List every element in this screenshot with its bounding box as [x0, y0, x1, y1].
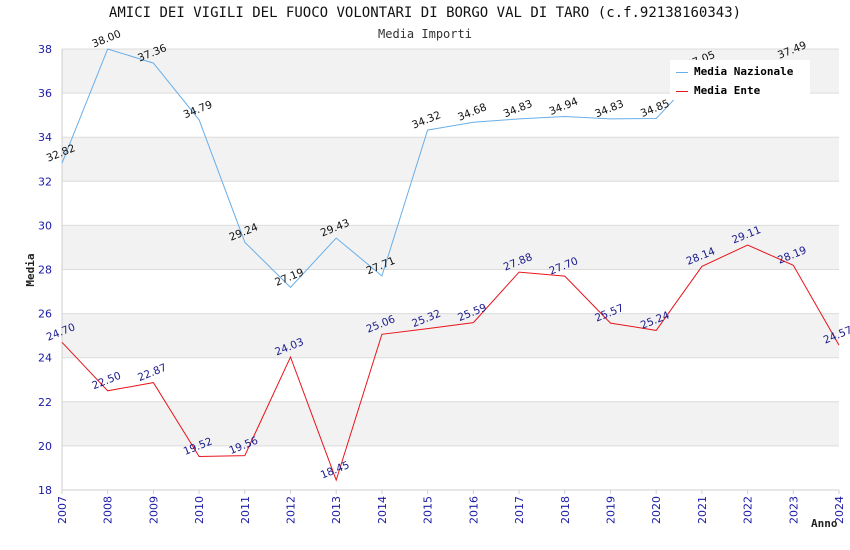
x-tick-label: 2008	[102, 496, 115, 524]
gridlines	[62, 48, 839, 491]
legend: Media Nazionale Media Ente	[670, 60, 810, 100]
grid-band	[62, 401, 839, 446]
grid-band	[62, 137, 839, 182]
x-tick-labels: 2007 2008 2009 2010 2011 2012 2013 2014 2015 2016…	[56, 496, 846, 524]
x-tick-label: 2015	[422, 496, 435, 524]
x-tick-label: 2012	[285, 496, 298, 524]
y-tick-label: 30	[38, 219, 52, 232]
data-label: 34.85	[639, 98, 671, 120]
y-tick-label: 24	[38, 352, 52, 365]
data-label: 38.00	[90, 28, 122, 50]
x-tick-label: 2021	[696, 496, 709, 524]
y-axis-label: Media	[24, 253, 37, 286]
x-tick-label: 2016	[467, 496, 480, 524]
series-lines	[61, 48, 840, 482]
x-tick-label: 2018	[559, 496, 572, 524]
x-axis-label: Anno	[811, 517, 838, 530]
x-tick-label: 2009	[147, 496, 160, 524]
x-tick-label: 2019	[604, 496, 617, 524]
x-tick-label: 2007	[56, 496, 69, 524]
y-tick-label: 22	[38, 396, 52, 409]
data-label: 34.83	[593, 98, 625, 120]
x-tick-label: 2017	[513, 496, 526, 524]
y-tick-label: 34	[38, 131, 52, 144]
grid-bands	[62, 49, 839, 446]
y-tick-label: 32	[38, 175, 52, 188]
data-label: 22.87	[136, 362, 168, 384]
y-tick-label: 28	[38, 264, 52, 277]
x-tick-label: 2013	[330, 496, 343, 524]
x-tick-label: 2020	[650, 496, 663, 524]
y-tick-label: 38	[38, 43, 52, 56]
data-label: 34.83	[502, 98, 534, 120]
axes	[61, 49, 840, 494]
legend-swatch-media-ente	[676, 91, 688, 92]
y-tick-label: 36	[38, 87, 52, 100]
y-tick-labels: 18 20 22 24 26 28 30 32 34 36 38	[38, 43, 52, 497]
grid-band	[62, 225, 839, 270]
x-tick-label: 2014	[376, 496, 389, 524]
series-line-media-nazionale	[61, 48, 703, 289]
y-tick-label: 20	[38, 440, 52, 453]
legend-label-media-nazionale: Media Nazionale	[694, 65, 794, 78]
data-label: 34.68	[456, 101, 488, 123]
x-tick-label: 2011	[239, 496, 252, 524]
chart-subtitle: Media Importi	[378, 27, 472, 41]
x-tick-label: 2024	[833, 496, 846, 524]
x-tick-label: 2010	[193, 496, 206, 524]
x-tick-label: 2022	[742, 496, 755, 524]
chart-title: AMICI DEI VIGILI DEL FUOCO VOLONTARI DI …	[108, 5, 742, 21]
grid-band	[62, 313, 839, 358]
data-label: 34.94	[547, 95, 580, 118]
y-tick-label: 26	[38, 308, 52, 321]
series-line-media-ente	[61, 244, 840, 482]
legend-label-media-ente: Media Ente	[694, 84, 761, 97]
x-tick-label: 2023	[787, 496, 800, 524]
legend-swatch-media-nazionale	[676, 72, 688, 73]
y-tick-label: 18	[38, 484, 52, 497]
